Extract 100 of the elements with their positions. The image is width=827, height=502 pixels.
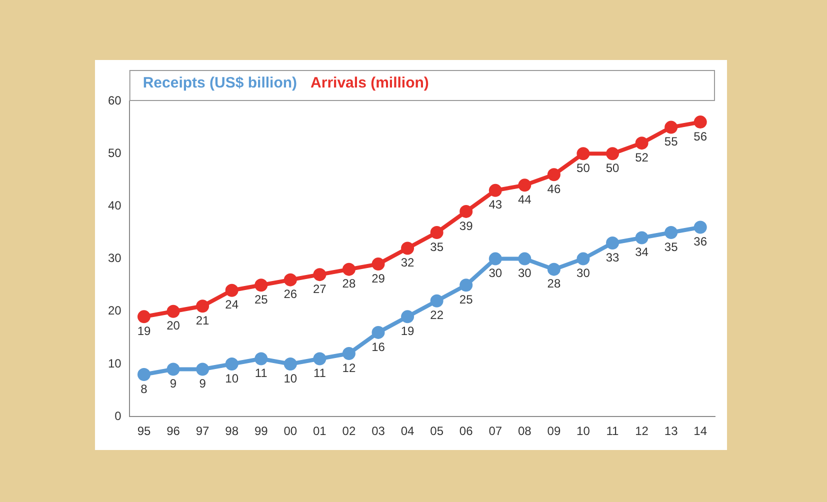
x-tick-label: 04 bbox=[400, 424, 415, 438]
x-tick-label: 03 bbox=[372, 424, 386, 438]
data-label: 34 bbox=[635, 245, 649, 260]
data-label: 11 bbox=[313, 366, 326, 380]
data-label: 24 bbox=[225, 298, 239, 312]
data-label: 30 bbox=[576, 266, 590, 280]
text: Receipts (US$ billion) bbox=[142, 74, 298, 92]
data-label: 46 bbox=[547, 182, 561, 196]
data-label: 9 bbox=[170, 376, 177, 391]
point bbox=[196, 300, 210, 313]
data-label: 35 bbox=[430, 240, 444, 254]
point bbox=[225, 358, 238, 370]
y-tick-label: 50 bbox=[108, 146, 122, 160]
y-tick-label: 0 bbox=[114, 408, 122, 423]
x-tick-label: 97 bbox=[196, 424, 210, 438]
data-label: 19 bbox=[137, 324, 151, 338]
data-label: 28 bbox=[547, 276, 561, 291]
point bbox=[664, 120, 678, 134]
data-label: 36 bbox=[694, 234, 708, 249]
point bbox=[372, 258, 385, 271]
point bbox=[664, 226, 678, 239]
x-tick-label: 01 bbox=[313, 424, 327, 438]
data-label: 33 bbox=[606, 250, 620, 264]
point bbox=[518, 252, 532, 266]
point bbox=[635, 136, 648, 150]
x-tick-label: 02 bbox=[342, 424, 356, 438]
y-tick-label: 30 bbox=[108, 251, 122, 266]
x-tick-label: 07 bbox=[488, 424, 502, 438]
data-label: 25 bbox=[459, 292, 474, 306]
data-label: 28 bbox=[342, 276, 356, 291]
data-label: 32 bbox=[400, 256, 415, 270]
point bbox=[635, 231, 648, 244]
point bbox=[547, 168, 560, 182]
point bbox=[547, 262, 560, 276]
data-label: 35 bbox=[664, 240, 678, 254]
x-tick-label: 14 bbox=[694, 424, 708, 438]
data-label: 9 bbox=[199, 376, 206, 391]
data-label: 55 bbox=[664, 134, 678, 149]
point bbox=[488, 184, 502, 197]
data-label: 39 bbox=[459, 218, 474, 233]
data-label: 30 bbox=[488, 266, 502, 280]
point bbox=[284, 273, 297, 286]
point bbox=[576, 252, 590, 266]
x-tick-label: 95 bbox=[137, 424, 151, 438]
point bbox=[372, 326, 385, 339]
point bbox=[401, 310, 414, 324]
data-label: 21 bbox=[196, 313, 210, 328]
point bbox=[576, 147, 590, 160]
point bbox=[518, 178, 532, 192]
x-tick-label: 00 bbox=[284, 424, 298, 438]
point bbox=[694, 220, 707, 234]
data-label: 50 bbox=[576, 160, 590, 175]
point bbox=[342, 262, 356, 276]
y-tick-label: 40 bbox=[108, 198, 122, 213]
data-label: 26 bbox=[284, 287, 298, 302]
point bbox=[694, 116, 707, 129]
x-tick-label: 09 bbox=[547, 424, 561, 438]
x-tick-label: 99 bbox=[254, 424, 268, 438]
data-label: 56 bbox=[694, 129, 708, 144]
data-label: 12 bbox=[342, 360, 356, 375]
data-label: 10 bbox=[284, 371, 298, 386]
point bbox=[342, 346, 356, 360]
data-label: 29 bbox=[372, 271, 386, 286]
data-label: 44 bbox=[518, 192, 532, 206]
point bbox=[196, 362, 210, 376]
data-label: 10 bbox=[225, 371, 239, 386]
x-tick-label: 10 bbox=[576, 424, 590, 438]
data-label: 30 bbox=[518, 266, 532, 280]
x-tick-label: 13 bbox=[664, 424, 678, 438]
point bbox=[430, 226, 444, 239]
point bbox=[166, 362, 180, 376]
point bbox=[137, 310, 150, 324]
data-label: 20 bbox=[166, 318, 180, 333]
point bbox=[225, 284, 238, 297]
data-label: 8 bbox=[140, 382, 148, 396]
data-label: 19 bbox=[400, 324, 415, 338]
point bbox=[460, 204, 473, 218]
point bbox=[460, 278, 473, 292]
x-tick-label: 98 bbox=[225, 424, 239, 438]
point bbox=[430, 294, 444, 308]
data-label: 25 bbox=[254, 292, 268, 306]
x-tick-label: 11 bbox=[606, 424, 620, 438]
point bbox=[254, 278, 268, 292]
point bbox=[313, 352, 326, 366]
y-tick-label: 60 bbox=[108, 93, 122, 108]
x-tick-label: 05 bbox=[430, 424, 444, 438]
x-tick-label: 06 bbox=[459, 424, 474, 438]
point bbox=[313, 268, 326, 282]
x-tick-label: 08 bbox=[518, 424, 532, 438]
data-label: 22 bbox=[430, 308, 444, 322]
x-tick-label: 96 bbox=[166, 424, 180, 438]
point bbox=[137, 368, 150, 382]
data-label: 50 bbox=[606, 160, 620, 175]
data-label: 27 bbox=[313, 282, 327, 296]
point bbox=[606, 147, 620, 160]
point bbox=[166, 304, 180, 318]
point bbox=[254, 352, 268, 366]
point bbox=[401, 242, 414, 255]
point bbox=[606, 236, 620, 250]
data-label: 52 bbox=[635, 150, 649, 164]
